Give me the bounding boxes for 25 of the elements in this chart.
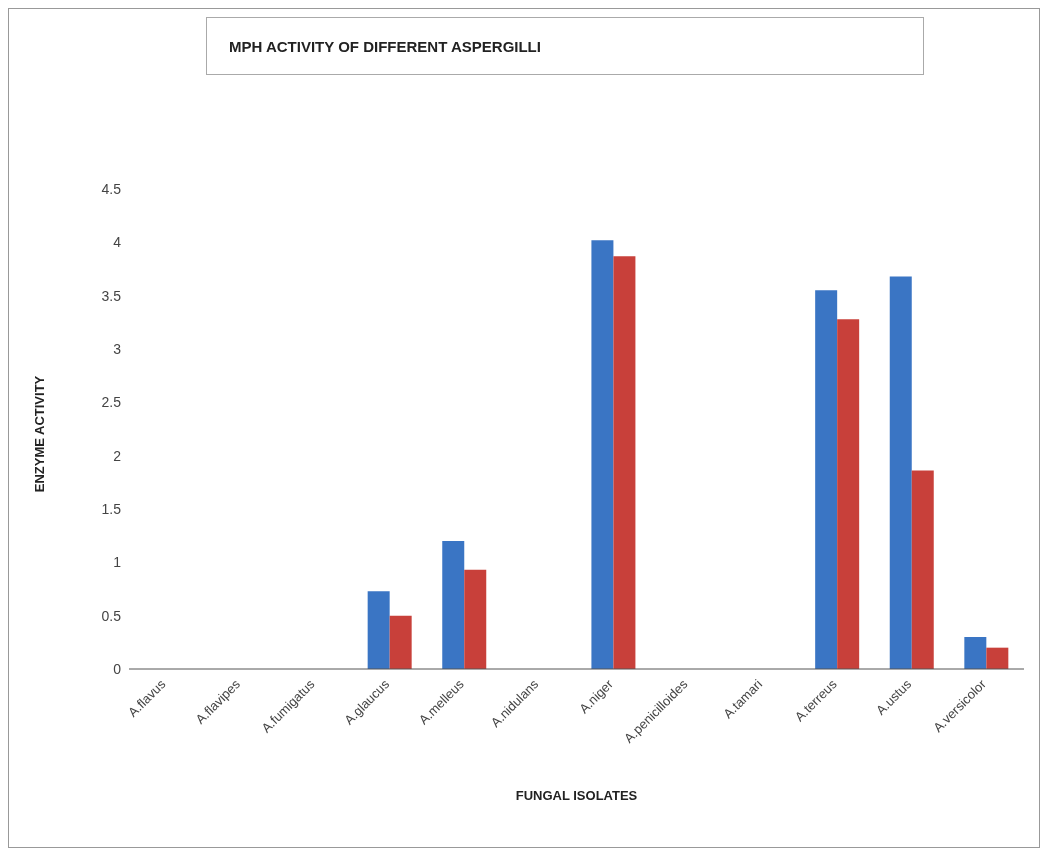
y-axis-title: ENZYME ACTIVITY [31,375,47,493]
y-tick-label: 3.5 [101,287,122,304]
x-axis-title: FUNGAL ISOLATES [515,788,638,803]
bar [837,319,860,669]
bar [986,647,1009,669]
bar [464,569,487,669]
y-tick-label: 4 [113,234,122,251]
bar [889,276,912,669]
bar [911,470,934,669]
y-tick-label: 1.5 [101,500,122,517]
y-tick-label: 1 [113,554,122,571]
bar [442,541,465,669]
bar [964,637,987,669]
y-tick-label: 2 [113,447,122,464]
y-tick-label: 0 [113,660,122,677]
y-tick-label: 0.5 [101,607,122,624]
bar [367,591,390,669]
bar [613,256,636,669]
y-tick-label: 2.5 [101,394,122,411]
chart-title: MPH ACTIVITY OF DIFFERENT ASPERGILLI [206,17,924,75]
bar [815,290,838,669]
bar [389,615,412,669]
y-tick-label: 4.5 [101,180,122,197]
bar [591,240,614,669]
y-tick-label: 3 [113,340,122,357]
